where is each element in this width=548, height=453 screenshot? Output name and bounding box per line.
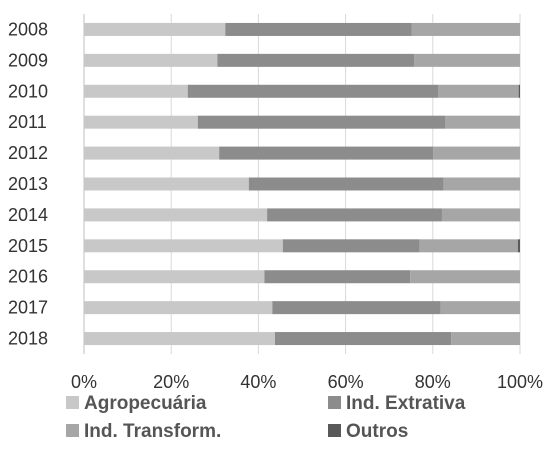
legend-label: Outros — [346, 421, 408, 442]
x-tick-label: 20% — [153, 372, 189, 392]
bar-segment-ind-extrativa — [219, 146, 434, 160]
bar-segment-ind-transform- — [443, 177, 520, 191]
bar-segment-ind-transform- — [411, 22, 520, 36]
bar-segment-ind-transform- — [440, 301, 520, 315]
bar-segment-ind-extrativa — [217, 53, 415, 67]
legend-swatch — [66, 396, 79, 409]
bar-segment-ind-transform- — [438, 84, 519, 98]
bar-segment-ind-extrativa — [272, 301, 441, 315]
bar-segment-outros — [517, 239, 520, 253]
legend-swatch — [328, 424, 341, 437]
bar-segment-ind-transform- — [419, 239, 518, 253]
legend-swatch — [66, 424, 79, 437]
bar-segment-agropecu-ria — [84, 84, 188, 98]
bar-segment-ind-transform- — [445, 115, 520, 129]
bar-segment-ind-extrativa — [197, 115, 446, 129]
category-label: 2008 — [8, 19, 48, 39]
bar-segment-agropecu-ria — [84, 301, 273, 315]
bar-segment-outros — [518, 84, 520, 98]
bar-segment-ind-transform- — [433, 146, 520, 160]
bar-segment-ind-transform- — [441, 208, 520, 222]
legend-label: Ind. Extrativa — [346, 393, 466, 414]
bar-segment-agropecu-ria — [84, 208, 268, 222]
bar-segment-ind-extrativa — [225, 22, 412, 36]
category-label: 2010 — [8, 81, 48, 101]
bar-segment-ind-extrativa — [282, 239, 420, 253]
bar-segment-ind-extrativa — [187, 84, 439, 98]
category-label: 2014 — [8, 205, 48, 225]
bar-segment-ind-transform- — [410, 270, 520, 284]
category-label: 2015 — [8, 236, 48, 256]
bar-segment-ind-transform- — [414, 53, 520, 67]
bar-segment-agropecu-ria — [84, 332, 275, 346]
x-tick-label: 60% — [328, 372, 364, 392]
bar-segment-agropecu-ria — [84, 115, 198, 129]
category-label: 2016 — [8, 267, 48, 287]
category-label: 2013 — [8, 174, 48, 194]
bar-segment-ind-transform- — [451, 332, 520, 346]
category-label: 2018 — [8, 329, 48, 349]
x-tick-label: 80% — [415, 372, 451, 392]
category-label: 2017 — [8, 298, 48, 318]
bar-segment-agropecu-ria — [84, 239, 283, 253]
bar-segment-ind-extrativa — [274, 332, 452, 346]
legend-swatch — [328, 396, 341, 409]
x-tick-label: 40% — [240, 372, 276, 392]
category-label: 2012 — [8, 143, 48, 163]
category-label: 2011 — [8, 112, 47, 132]
bar-segment-ind-extrativa — [267, 208, 442, 222]
bar-segment-agropecu-ria — [84, 22, 226, 36]
legend-label: Ind. Transform. — [84, 421, 221, 442]
legend-label: Agropecuária — [84, 393, 207, 414]
x-tick-label: 0% — [71, 372, 97, 392]
category-label: 2009 — [8, 50, 48, 70]
bar-segment-agropecu-ria — [84, 177, 249, 191]
bar-segment-ind-extrativa — [248, 177, 444, 191]
x-tick-label: 100% — [497, 372, 543, 392]
bar-segment-agropecu-ria — [84, 146, 220, 160]
bar-segment-ind-extrativa — [264, 270, 411, 284]
bar-segment-agropecu-ria — [84, 53, 218, 67]
bar-segment-agropecu-ria — [84, 270, 265, 284]
